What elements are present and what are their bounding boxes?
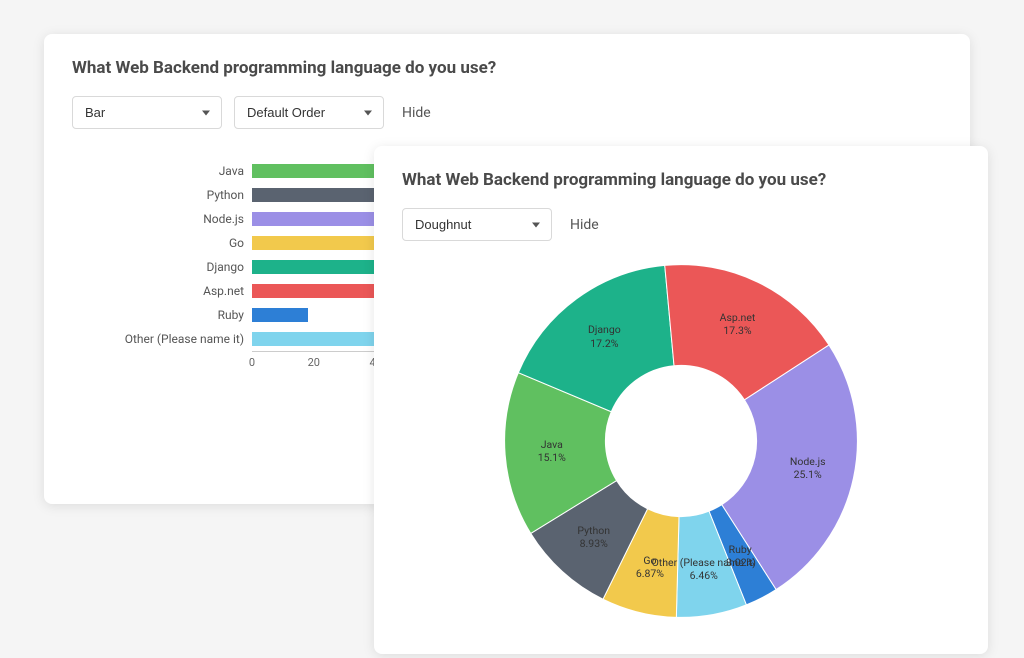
bar-fill xyxy=(252,236,382,250)
slice-label-pct: 25.1% xyxy=(790,468,826,481)
controls-row: BarDoughnutPieLine Hide xyxy=(402,208,960,241)
slice-label-pct: 17.2% xyxy=(588,336,621,349)
bar-fill xyxy=(252,308,308,322)
slice-label-name: Ruby xyxy=(729,543,752,556)
bar-label: Go xyxy=(112,236,252,250)
slice-label-name: Java xyxy=(541,438,563,451)
order-select[interactable]: Default OrderAscendingDescending xyxy=(234,96,384,129)
bar-fill xyxy=(252,332,391,346)
slice-label: Django17.2% xyxy=(588,323,621,349)
card-title: What Web Backend programming language do… xyxy=(402,170,960,190)
bar-label: Node.js xyxy=(112,212,252,226)
bar-label: Ruby xyxy=(112,308,252,322)
chart-type-select-wrap: BarDoughnutPieLine xyxy=(72,96,222,129)
axis-tick: 20 xyxy=(308,352,320,369)
hide-link[interactable]: Hide xyxy=(402,105,431,121)
slice-label: Asp.net17.3% xyxy=(720,311,756,337)
chart-type-select[interactable]: BarDoughnutPieLine xyxy=(72,96,222,129)
slice-label-pct: 17.3% xyxy=(720,324,756,337)
controls-row: BarDoughnutPieLine Default OrderAscendin… xyxy=(72,96,942,129)
slice-label-name: Python xyxy=(577,524,610,537)
slice-label-name: Other (Please name it) xyxy=(652,555,756,568)
bar-label: Asp.net xyxy=(112,284,252,298)
slice-label: Other (Please name it)6.46% xyxy=(652,555,756,581)
slice-label-pct: 8.93% xyxy=(577,537,610,550)
doughnut-chart-card: What Web Backend programming language do… xyxy=(374,146,988,654)
chart-type-select[interactable]: BarDoughnutPieLine xyxy=(402,208,552,241)
slice-label-pct: 6.46% xyxy=(652,569,756,582)
bar-label: Java xyxy=(112,164,252,178)
doughnut-chart: Node.js25.1%Ruby3.02%Other (Please name … xyxy=(501,261,861,621)
axis-tick: 0 xyxy=(249,352,255,369)
hide-link[interactable]: Hide xyxy=(570,217,599,233)
slice-label: Node.js25.1% xyxy=(790,455,826,481)
chart-type-select-wrap: BarDoughnutPieLine xyxy=(402,208,552,241)
bar-label: Other (Please name it) xyxy=(112,332,252,346)
slice-label-name: Go xyxy=(643,554,656,567)
slice-label: Java15.1% xyxy=(538,438,566,464)
bar-label: Python xyxy=(112,188,252,202)
slice-label: Python8.93% xyxy=(577,524,610,550)
slice-label-name: Asp.net xyxy=(720,311,756,324)
order-select-wrap: Default OrderAscendingDescending xyxy=(234,96,384,129)
slice-label-pct: 6.87% xyxy=(636,567,664,580)
slice-label-name: Django xyxy=(588,323,621,336)
bar-label: Django xyxy=(112,260,252,274)
slice-label-name: Node.js xyxy=(790,455,826,468)
slice-label: Go6.87% xyxy=(636,554,664,580)
slice-label-pct: 15.1% xyxy=(538,451,566,464)
card-title: What Web Backend programming language do… xyxy=(72,58,942,78)
